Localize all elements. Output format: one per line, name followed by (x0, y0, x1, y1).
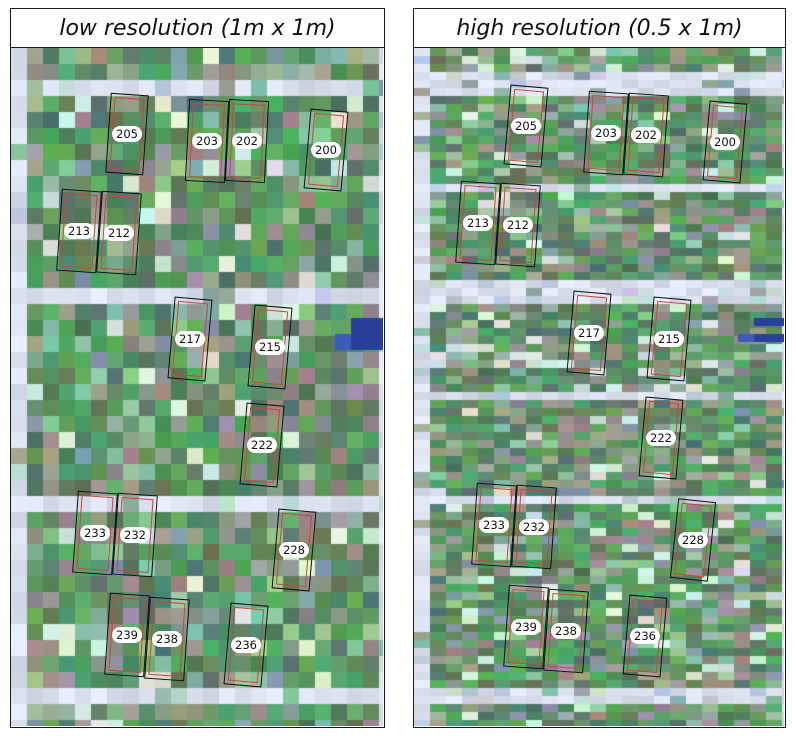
panel-title: low resolution (1m x 1m) (11, 9, 384, 48)
aerial-mosaic (414, 48, 784, 726)
panel-high-resolution: high resolution (0.5 x 1m) 205 203 202 200 2… (413, 8, 786, 728)
aerial-image-low-resolution: 205 203 202 200 213 212 217 215 222 233 232 228 239 2… (11, 48, 384, 727)
panel-title: high resolution (0.5 x 1m) (414, 9, 785, 48)
panel-low-resolution: low resolution (1m x 1m) 205 203 202 200 213… (10, 8, 385, 728)
aerial-image-high-resolution: 205 203 202 200 213 212 217 215 222 233 232 228 239 2… (414, 48, 785, 727)
aerial-mosaic (11, 48, 383, 726)
